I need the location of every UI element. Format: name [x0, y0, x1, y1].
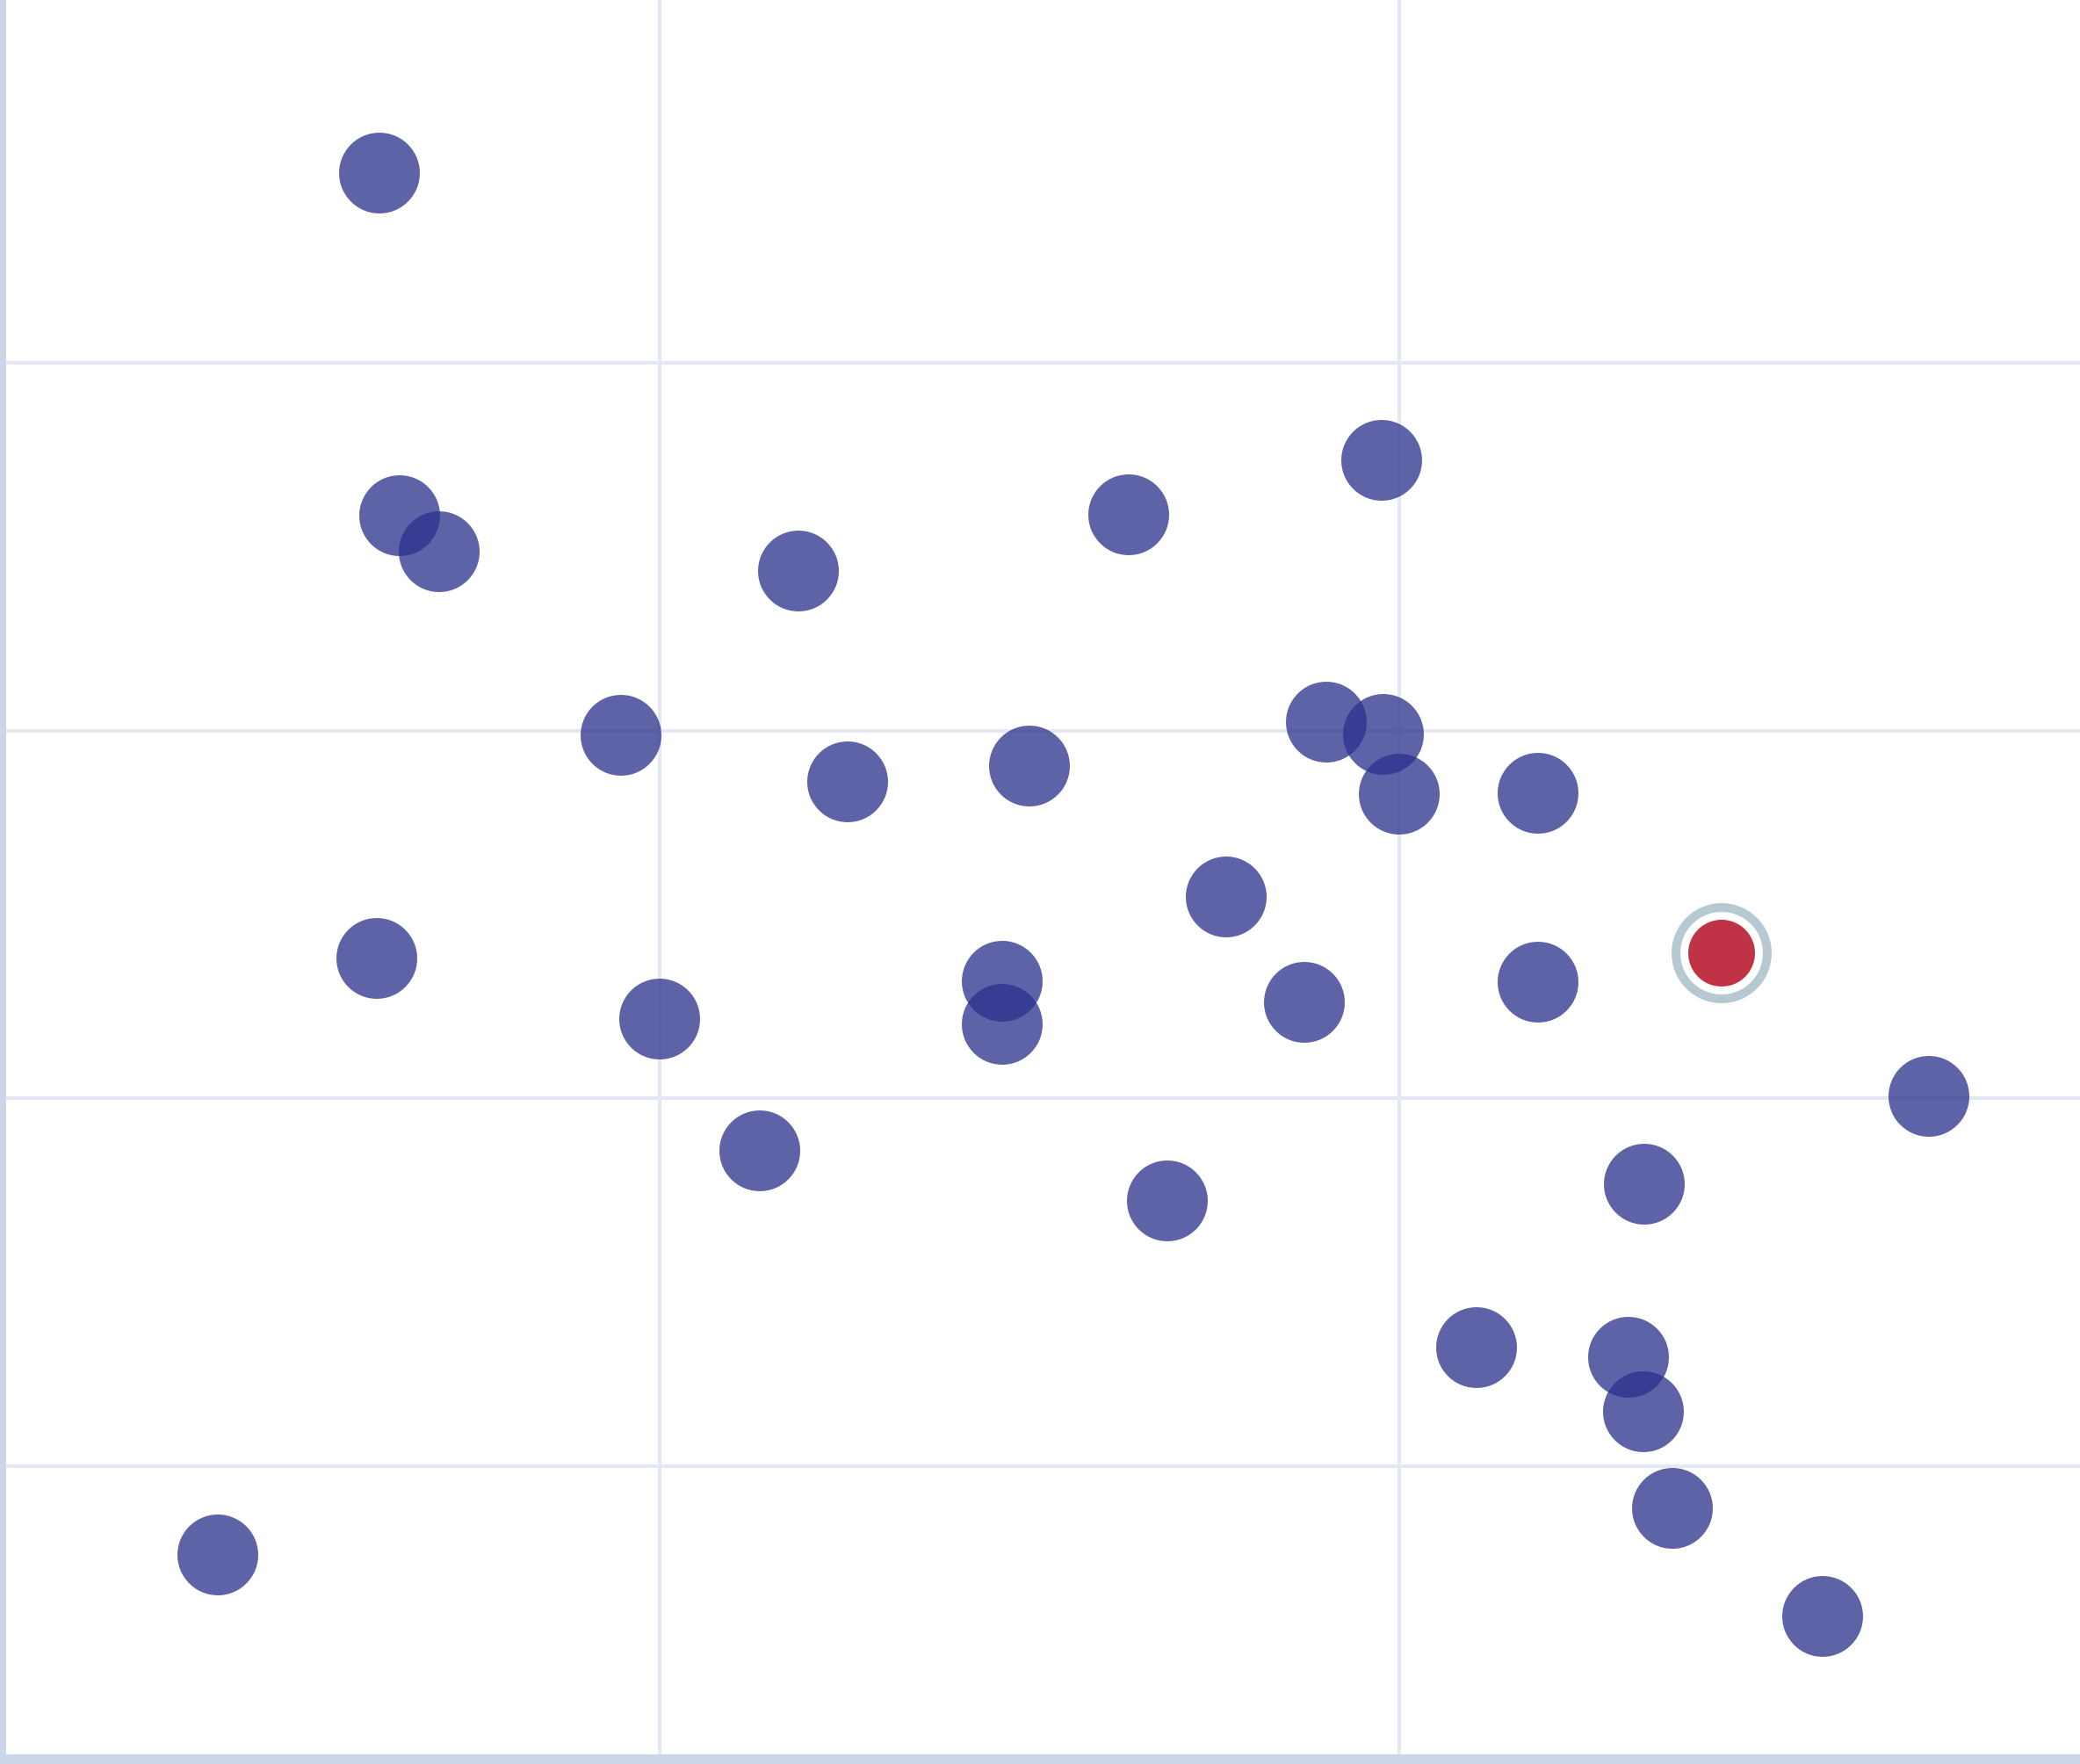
data-point[interactable]: [1632, 1468, 1713, 1549]
data-point[interactable]: [619, 979, 700, 1059]
data-point[interactable]: [1127, 1160, 1208, 1241]
data-point[interactable]: [1498, 942, 1578, 1023]
data-point[interactable]: [1186, 857, 1267, 937]
data-point[interactable]: [581, 695, 661, 776]
data-point[interactable]: [177, 1515, 258, 1595]
y-axis-edge: [0, 0, 6, 1764]
data-point[interactable]: [1604, 1144, 1685, 1225]
x-axis-edge: [0, 1754, 2080, 1764]
data-point[interactable]: [962, 984, 1043, 1065]
data-point[interactable]: [1603, 1371, 1684, 1452]
vertical-gridline: [658, 0, 661, 1764]
data-point[interactable]: [719, 1110, 800, 1191]
data-point[interactable]: [1341, 420, 1422, 501]
data-point[interactable]: [807, 741, 888, 822]
data-point[interactable]: [1436, 1307, 1517, 1388]
data-point[interactable]: [1088, 474, 1169, 555]
data-point[interactable]: [989, 726, 1070, 806]
data-point[interactable]: [758, 531, 839, 611]
data-point[interactable]: [1264, 962, 1345, 1043]
highlighted-data-point[interactable]: [1688, 920, 1755, 987]
data-point[interactable]: [399, 511, 480, 592]
vertical-gridline: [1398, 0, 1401, 1764]
data-point[interactable]: [1359, 754, 1440, 835]
data-point[interactable]: [1782, 1576, 1863, 1657]
data-point[interactable]: [336, 918, 417, 999]
data-point[interactable]: [1498, 753, 1578, 834]
horizontal-gridline: [0, 1464, 2080, 1468]
horizontal-gridline: [0, 361, 2080, 365]
data-point[interactable]: [339, 133, 420, 213]
data-point[interactable]: [1889, 1056, 1969, 1137]
horizontal-gridline: [0, 1096, 2080, 1100]
